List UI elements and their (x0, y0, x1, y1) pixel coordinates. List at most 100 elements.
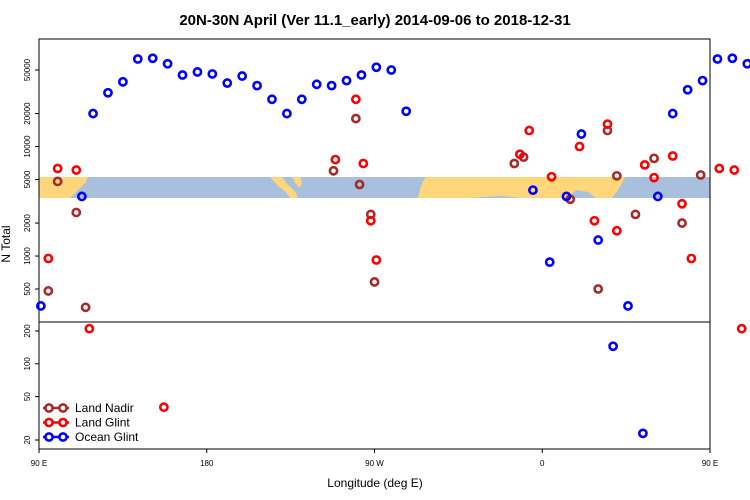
legend-marker (44, 403, 54, 413)
series-ocean-glint (35, 53, 750, 439)
ocean-glint-point (88, 108, 98, 119)
land-glint-point (639, 159, 650, 170)
x-tick-label: 0 (540, 459, 545, 468)
legend-label: Land Nadir (75, 401, 134, 415)
land-glint-point (667, 151, 678, 161)
ocean-glint-point (281, 108, 292, 119)
world-map-band (39, 177, 710, 198)
ocean-glint-point (544, 257, 555, 268)
x-tick-label: 90 E (702, 459, 718, 468)
ocean-glint-point (35, 301, 46, 311)
ocean-glint-point (162, 58, 173, 69)
ocean-glint-point (712, 54, 723, 64)
ocean-glint-point (608, 341, 618, 352)
land-glint-point (514, 149, 525, 160)
y-tick-label: 20 (23, 435, 32, 444)
map-land-asia-west (39, 177, 88, 198)
ocean-glint-point (311, 79, 322, 90)
land-nadir-point (611, 170, 622, 181)
land-glint-point (602, 119, 613, 130)
ocean-glint-point (326, 80, 337, 91)
land-glint-point (358, 158, 369, 169)
land-glint-point (71, 165, 82, 175)
ocean-glint-point (356, 70, 367, 80)
ocean-glint-point (401, 106, 412, 117)
ocean-glint-point (192, 67, 203, 77)
legend-label: Land Glint (75, 416, 130, 430)
y-axis-label: N Total (0, 225, 13, 262)
y-tick-label: 100 (23, 357, 32, 371)
x-axis: 90 E 180 90 W 0 90 E (31, 449, 718, 468)
legend-marker (44, 432, 54, 442)
ocean-glint-point (117, 76, 128, 87)
land-nadir-point (630, 209, 641, 220)
ocean-glint-point (593, 235, 604, 245)
legend-marker (58, 417, 68, 428)
land-glint-point (677, 198, 687, 209)
series-land-glint (43, 94, 747, 413)
ocean-glint-point (207, 69, 218, 79)
land-glint-point (611, 225, 622, 236)
legend-label: Ocean Glint (75, 430, 139, 444)
ocean-glint-point (237, 71, 248, 81)
ocean-glint-point (103, 87, 113, 98)
ocean-glint-point (296, 94, 307, 105)
land-glint-point (43, 253, 54, 264)
land-glint-point (84, 323, 95, 334)
y-tick-label: 10000 (23, 135, 32, 158)
legend-item-land-glint: Land Glint (43, 416, 130, 430)
land-glint-point (546, 171, 557, 182)
land-glint-point (729, 165, 740, 175)
ocean-glint-point (638, 428, 648, 439)
land-glint-point (589, 215, 600, 226)
land-nadir-point (350, 113, 361, 124)
land-nadir-point (649, 153, 659, 164)
y-tick-label: 500 (23, 282, 32, 296)
ocean-glint-point (576, 129, 587, 139)
legend-marker (58, 403, 68, 413)
ocean-glint-point (652, 191, 663, 202)
ocean-glint-point (267, 94, 277, 105)
ocean-glint-point (742, 58, 750, 69)
map-land-florida (292, 177, 302, 188)
land-glint-point (714, 163, 725, 174)
ocean-glint-point (623, 301, 633, 311)
y-tick-label: 200 (23, 324, 32, 338)
ocean-glint-point (341, 75, 352, 86)
ocean-glint-point (222, 78, 233, 88)
land-nadir-point (593, 284, 604, 294)
ocean-glint-point (682, 84, 693, 95)
land-glint-point (52, 163, 63, 174)
data-points (35, 53, 750, 439)
land-glint-point (158, 402, 169, 413)
land-glint-point (524, 125, 535, 136)
ocean-glint-point (132, 54, 143, 64)
ocean-glint-point (147, 53, 158, 64)
y-axis: 20 50 100 200 500 1000 2000 5000 10000 20000 50000 (23, 58, 39, 444)
legend-item-land-nadir: Land Nadir (43, 401, 134, 415)
land-glint-point (330, 154, 341, 165)
ocean-glint-point (727, 53, 738, 64)
legend-marker (44, 417, 54, 428)
y-tick-label: 50 (23, 392, 32, 401)
land-glint-point (686, 253, 697, 264)
land-glint-point (649, 172, 659, 183)
x-tick-label: 180 (200, 459, 214, 468)
land-nadir-point (695, 170, 706, 180)
ocean-glint-point (561, 191, 572, 202)
ocean-glint-point (371, 62, 382, 73)
plot-frame (38, 38, 711, 450)
land-glint-point (350, 94, 361, 105)
chart-title: 20N-30N April (Ver 11.1_early) 2014-09-0… (179, 12, 570, 29)
land-nadir-point (71, 207, 82, 218)
x-tick-label: 90 W (365, 459, 384, 468)
ocean-glint-point (667, 108, 678, 119)
ocean-glint-point (252, 80, 262, 91)
map-land-baja (270, 177, 298, 198)
legend-marker (58, 432, 68, 442)
ocean-glint-point (697, 75, 708, 86)
land-nadir-point (328, 165, 339, 176)
y-tick-label: 1000 (23, 247, 32, 265)
